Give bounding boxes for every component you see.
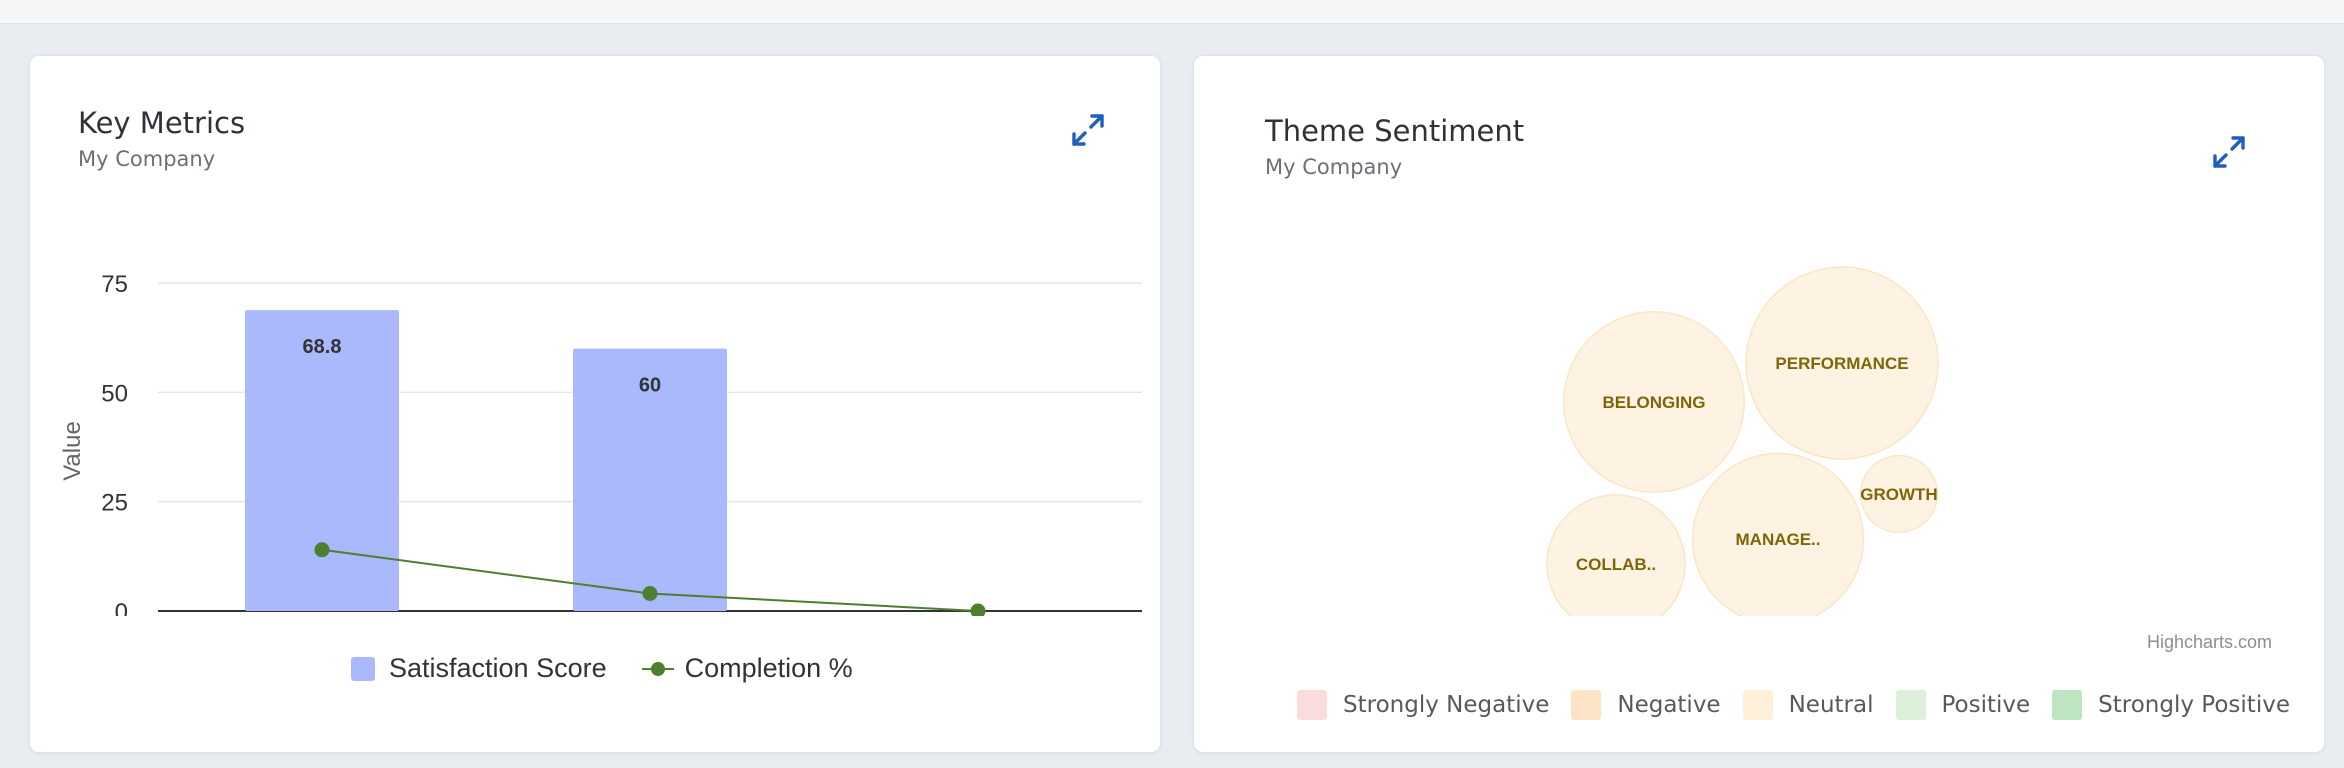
legend-bar-swatch: [351, 656, 375, 681]
bubble-label: MANAGE..: [1736, 530, 1821, 549]
highcharts-credits[interactable]: Highcharts.com: [2147, 632, 2273, 652]
bubble-label: BELONGING: [1603, 393, 1706, 412]
sentiment-legend-item[interactable]: Strongly Negative: [1297, 690, 1549, 720]
bubble[interactable]: GROWTH: [1859, 454, 1939, 534]
bubble[interactable]: COLLAB..: [1546, 494, 1686, 616]
bar[interactable]: [245, 310, 399, 611]
y-tick-label: 0: [115, 599, 128, 616]
legend-swatch: [1742, 690, 1773, 720]
legend-item-completion[interactable]: Completion %: [641, 653, 853, 684]
expand-icon[interactable]: [1070, 112, 1106, 148]
bar-data-label: 68.8: [303, 336, 342, 358]
bar[interactable]: [573, 348, 727, 611]
legend-label: Positive: [1941, 692, 2031, 718]
card-title: Theme Sentiment: [1265, 114, 1525, 148]
bubble-label: COLLAB..: [1576, 555, 1656, 574]
card-subtitle: My Company: [78, 147, 216, 171]
completion-point[interactable]: [970, 603, 986, 617]
completion-point[interactable]: [642, 586, 658, 602]
legend-label: Strongly Positive: [2098, 692, 2290, 718]
legend-swatch: [2052, 690, 2083, 720]
sentiment-legend-item[interactable]: Positive: [1895, 690, 2031, 720]
theme-sentiment-card: Theme Sentiment My Company BELONGING PERF…: [1193, 55, 2325, 753]
sentiment-legend-item[interactable]: Negative: [1571, 690, 1721, 720]
legend-line-swatch: [641, 661, 674, 676]
card-title: Key Metrics: [78, 106, 246, 140]
card-subtitle: My Company: [1265, 155, 1403, 179]
bubble[interactable]: BELONGING: [1563, 311, 1745, 493]
y-tick-label: 25: [101, 490, 128, 517]
sentiment-legend: Strongly Negative Negative Neutral Positive…: [1297, 690, 2312, 720]
top-bar: [0, 0, 2344, 24]
legend-swatch: [1571, 690, 1602, 720]
y-tick-label: 75: [101, 271, 128, 298]
legend-item-satisfaction[interactable]: Satisfaction Score: [351, 653, 607, 684]
legend-label: Strongly Negative: [1343, 692, 1550, 718]
theme-bubble-chart: BELONGING PERFORMANCE GROWTH COLLAB.. MANAGE…: [1546, 266, 1939, 616]
bubble-circle[interactable]: [1859, 454, 1939, 534]
bubble-label: GROWTH: [1860, 485, 1937, 504]
y-axis-label: Value: [59, 421, 86, 481]
legend-label: Negative: [1617, 692, 1721, 718]
completion-point[interactable]: [314, 542, 330, 558]
bar-data-label: 60: [639, 375, 661, 397]
bubble-circle[interactable]: [1745, 266, 1939, 460]
sentiment-legend-item[interactable]: Strongly Positive: [2052, 690, 2290, 720]
legend-swatch: [1895, 690, 1926, 720]
expand-icon[interactable]: [2211, 134, 2247, 170]
y-tick-label: 50: [101, 380, 128, 407]
bubble-circle[interactable]: [1563, 311, 1745, 493]
legend-label: Completion %: [684, 653, 853, 683]
bubble-label: PERFORMANCE: [1775, 354, 1908, 373]
bubble[interactable]: PERFORMANCE: [1745, 266, 1939, 460]
sentiment-legend-item[interactable]: Neutral: [1742, 690, 1874, 720]
bubble-circle[interactable]: [1546, 494, 1686, 616]
legend-swatch: [1297, 690, 1327, 720]
bubble[interactable]: MANAGE..: [1691, 452, 1865, 616]
legend-label: Satisfaction Score: [389, 653, 607, 683]
key-metrics-legend: Satisfaction Score Completion %: [351, 653, 887, 684]
bubble-circle[interactable]: [1691, 452, 1865, 616]
legend-label: Neutral: [1788, 692, 1874, 718]
